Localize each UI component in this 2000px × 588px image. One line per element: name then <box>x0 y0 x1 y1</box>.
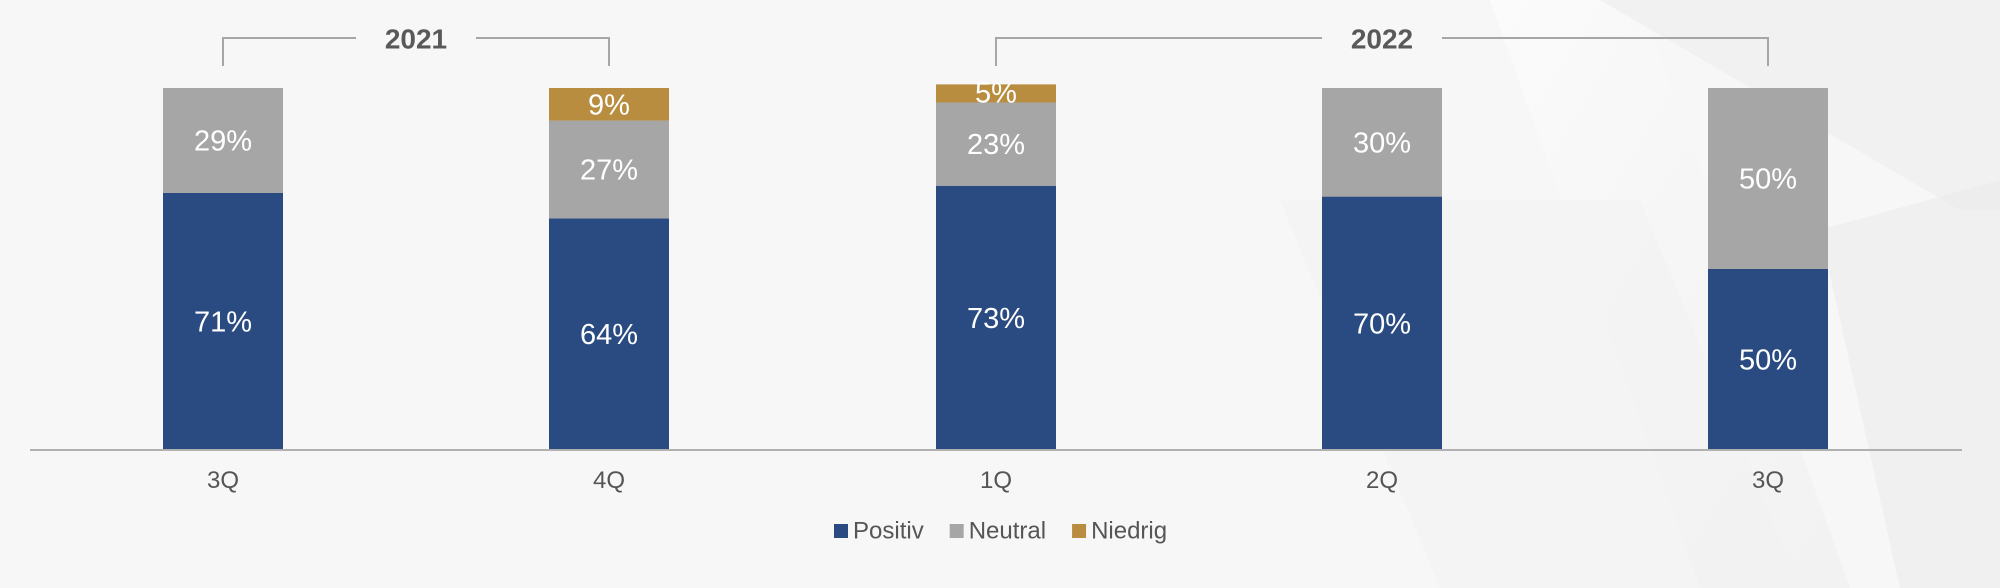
bars-layer: 71% 29% 64% 27% 9% 73% 23% 5% 70% 30% 50% 50% <box>163 77 1828 451</box>
x-tick-label-0: 3Q <box>207 467 239 494</box>
bar-positiv-0 <box>163 192 283 451</box>
bar-positiv-3 <box>1322 196 1442 450</box>
legend-label-neutral: Neutral <box>969 518 1046 545</box>
bar-neutral-3 <box>1322 88 1442 197</box>
bar-positiv-2 <box>936 185 1056 451</box>
x-tick-label-2: 1Q <box>980 467 1012 494</box>
category-group-brackets: 2021 2022 <box>222 24 1769 66</box>
data-label-positiv-4: 50% <box>1739 345 1797 377</box>
group-bracket-0 <box>222 37 610 66</box>
group-label-0: 2021 <box>385 24 447 55</box>
bar-niedrig-1 <box>549 88 669 121</box>
data-label-neutral-4: 50% <box>1739 164 1797 196</box>
data-label-niedrig-2: 5% <box>975 77 1017 109</box>
data-label-neutral-1: 27% <box>580 154 638 186</box>
data-label-neutral-3: 30% <box>1353 127 1411 159</box>
bar-neutral-4 <box>1708 88 1828 269</box>
bar-neutral-2 <box>936 102 1056 186</box>
x-tick-labels: 3Q 4Q 1Q 2Q 3Q <box>207 467 1784 494</box>
bar-positiv-1 <box>549 218 669 450</box>
data-label-neutral-0: 29% <box>194 125 252 157</box>
group-label-1: 2022 <box>1351 24 1413 55</box>
x-tick-label-1: 4Q <box>593 467 625 494</box>
data-label-positiv-0: 71% <box>194 306 252 338</box>
data-label-positiv-2: 73% <box>967 303 1025 335</box>
data-label-positiv-1: 64% <box>580 319 638 351</box>
legend-swatch-niedrig <box>1072 524 1087 538</box>
bar-neutral-0 <box>163 88 283 193</box>
group-bracket-1 <box>995 37 1769 66</box>
x-tick-label-3: 2Q <box>1366 467 1398 494</box>
legend-swatch-neutral <box>949 524 964 538</box>
data-label-neutral-2: 23% <box>967 129 1025 161</box>
bar-positiv-4 <box>1708 269 1828 450</box>
legend-swatch-positiv <box>834 524 848 538</box>
legend-label-positiv: Positiv <box>853 518 924 545</box>
bar-neutral-1 <box>549 120 669 219</box>
x-tick-label-4: 3Q <box>1752 467 1784 494</box>
bar-niedrig-2 <box>936 84 1056 103</box>
data-label-positiv-3: 70% <box>1353 308 1411 340</box>
data-label-niedrig-1: 9% <box>588 89 630 121</box>
legend: Positiv Neutral Niedrig <box>834 518 1167 545</box>
legend-label-niedrig: Niedrig <box>1091 518 1167 545</box>
